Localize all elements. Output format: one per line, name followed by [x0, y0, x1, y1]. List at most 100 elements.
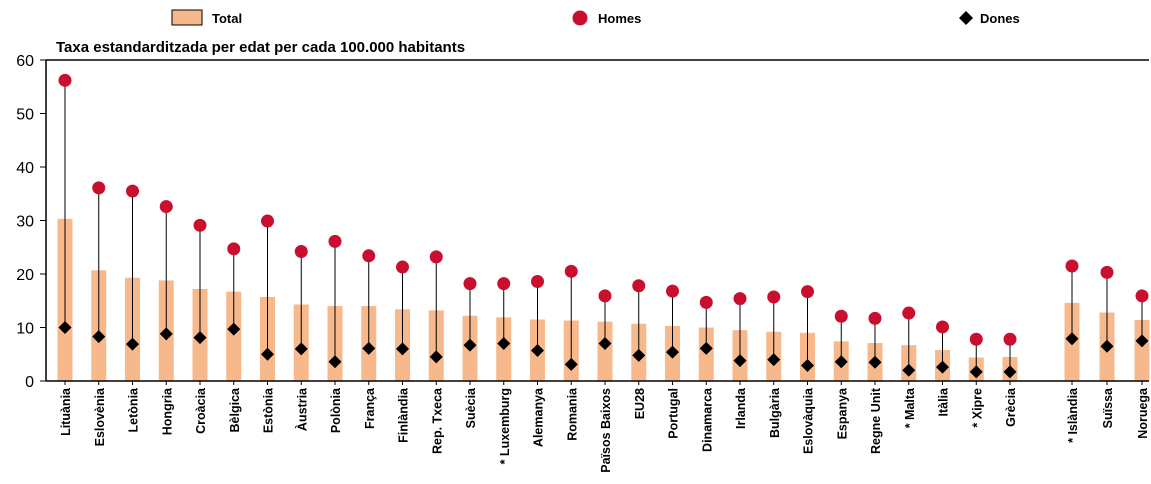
- marker-homes: [58, 73, 72, 87]
- y-tick-label: 50: [16, 107, 34, 124]
- marker-dones: [92, 330, 106, 344]
- marker-dones: [362, 341, 376, 355]
- legend-homes-label: Homes: [598, 11, 641, 26]
- x-tick-label: Lituània: [59, 387, 73, 436]
- y-tick-label: 10: [16, 321, 34, 338]
- x-tick-label: Romania: [565, 387, 579, 441]
- y-tick-label: 60: [16, 53, 34, 70]
- marker-dones: [564, 357, 578, 371]
- marker-homes: [1100, 265, 1114, 279]
- bar-total: [1134, 320, 1150, 381]
- marker-dones: [1100, 339, 1114, 353]
- x-tick-label: Regne Unit: [869, 387, 883, 454]
- y-tick-label: 20: [16, 267, 34, 284]
- x-tick-label: Espanya: [835, 387, 849, 439]
- marker-dones: [328, 355, 342, 369]
- marker-dones: [261, 347, 274, 361]
- marker-dones: [531, 344, 544, 358]
- marker-homes: [227, 242, 241, 256]
- marker-dones: [1003, 365, 1017, 379]
- marker-homes: [126, 184, 139, 198]
- marker-homes: [159, 200, 173, 214]
- x-tick-label: Hongria: [160, 387, 174, 435]
- marker-dones: [936, 360, 949, 374]
- x-tick-label: Bulgària: [768, 387, 782, 438]
- marker-homes: [1135, 289, 1149, 303]
- marker-dones: [126, 337, 139, 351]
- marker-dones: [294, 342, 308, 356]
- x-tick-label: Finlàndia: [397, 387, 411, 443]
- marker-homes: [733, 292, 747, 306]
- marker-dones: [598, 337, 612, 351]
- x-tick-label: Suïssa: [1101, 387, 1115, 428]
- x-tick-label: Grècia: [1004, 387, 1018, 427]
- marker-homes: [801, 285, 814, 299]
- legend-homes-marker: [572, 10, 588, 26]
- marker-homes: [531, 274, 544, 288]
- chart-title: Taxa estandarditzada per edat per cada 1…: [56, 39, 465, 56]
- markers-dones: [58, 321, 1149, 379]
- x-tick-label: Eslovàquia: [802, 387, 816, 454]
- marker-dones: [193, 331, 207, 345]
- marker-homes: [463, 277, 477, 291]
- marker-dones: [699, 341, 713, 355]
- bar-total: [597, 321, 613, 381]
- marker-homes: [834, 309, 848, 323]
- marker-dones: [733, 354, 747, 368]
- marker-dones: [868, 355, 882, 369]
- marker-dones: [463, 338, 477, 352]
- marker-homes: [632, 279, 646, 293]
- x-tick-label: Dinamarca: [700, 387, 714, 452]
- x-tick-label: * Luxemburg: [498, 388, 512, 464]
- marker-dones: [834, 355, 848, 369]
- x-tick-label: França: [363, 387, 377, 429]
- x-tick-label: Polònia: [329, 387, 343, 433]
- marker-dones: [767, 353, 781, 367]
- marker-dones: [227, 322, 241, 336]
- x-tick-label: Rep. Txeca: [430, 387, 444, 454]
- legend-dones-marker: [959, 11, 973, 25]
- x-tick-label: Països Baixos: [599, 388, 613, 473]
- marker-homes: [193, 218, 207, 232]
- marker-dones: [58, 321, 72, 334]
- x-tick-label: Portugal: [667, 388, 681, 439]
- y-tick-label: 30: [16, 214, 34, 231]
- x-tick-label: * Malta: [903, 387, 917, 428]
- marker-dones: [1135, 334, 1149, 348]
- x-axis-labels: Lituània Eslovènia Letònia Hongria Croàcia Bè…: [59, 381, 1150, 473]
- y-axis: 0 10 20 30 40 50 60: [16, 53, 46, 391]
- marker-dones: [969, 365, 983, 379]
- marker-homes: [936, 320, 949, 334]
- marker-homes: [92, 181, 106, 195]
- marker-dones: [666, 345, 679, 359]
- x-tick-label: Letònia: [127, 387, 141, 432]
- marker-homes: [767, 290, 781, 304]
- x-tick-label: Itàlia: [937, 387, 951, 417]
- marker-homes: [497, 277, 511, 291]
- x-tick-label: Irlanda: [734, 387, 748, 429]
- marker-homes: [1065, 259, 1079, 273]
- x-tick-label: Alemanya: [532, 387, 546, 447]
- legend-dones-label: Dones: [980, 11, 1020, 26]
- marker-homes: [328, 234, 342, 248]
- x-tick-label: Eslovènia: [93, 387, 107, 446]
- marker-dones: [429, 350, 443, 364]
- marker-homes: [294, 245, 308, 259]
- marker-dones: [902, 363, 916, 377]
- legend-total-swatch: [171, 9, 203, 26]
- y-tick-label: 40: [16, 160, 34, 177]
- marker-homes: [902, 306, 916, 320]
- marker-homes: [969, 332, 983, 346]
- marker-homes: [362, 249, 376, 263]
- markers-homes: [58, 73, 1149, 346]
- marker-homes: [429, 250, 443, 264]
- marker-homes: [396, 260, 409, 274]
- x-tick-label: * Islàndia: [1066, 387, 1080, 443]
- x-tick-label: Noruega: [1136, 387, 1150, 439]
- marker-dones: [497, 337, 511, 351]
- plot-frame: [45, 59, 1149, 382]
- marker-dones: [159, 327, 173, 341]
- x-tick-label: EU28: [633, 388, 647, 419]
- marker-homes: [666, 284, 679, 298]
